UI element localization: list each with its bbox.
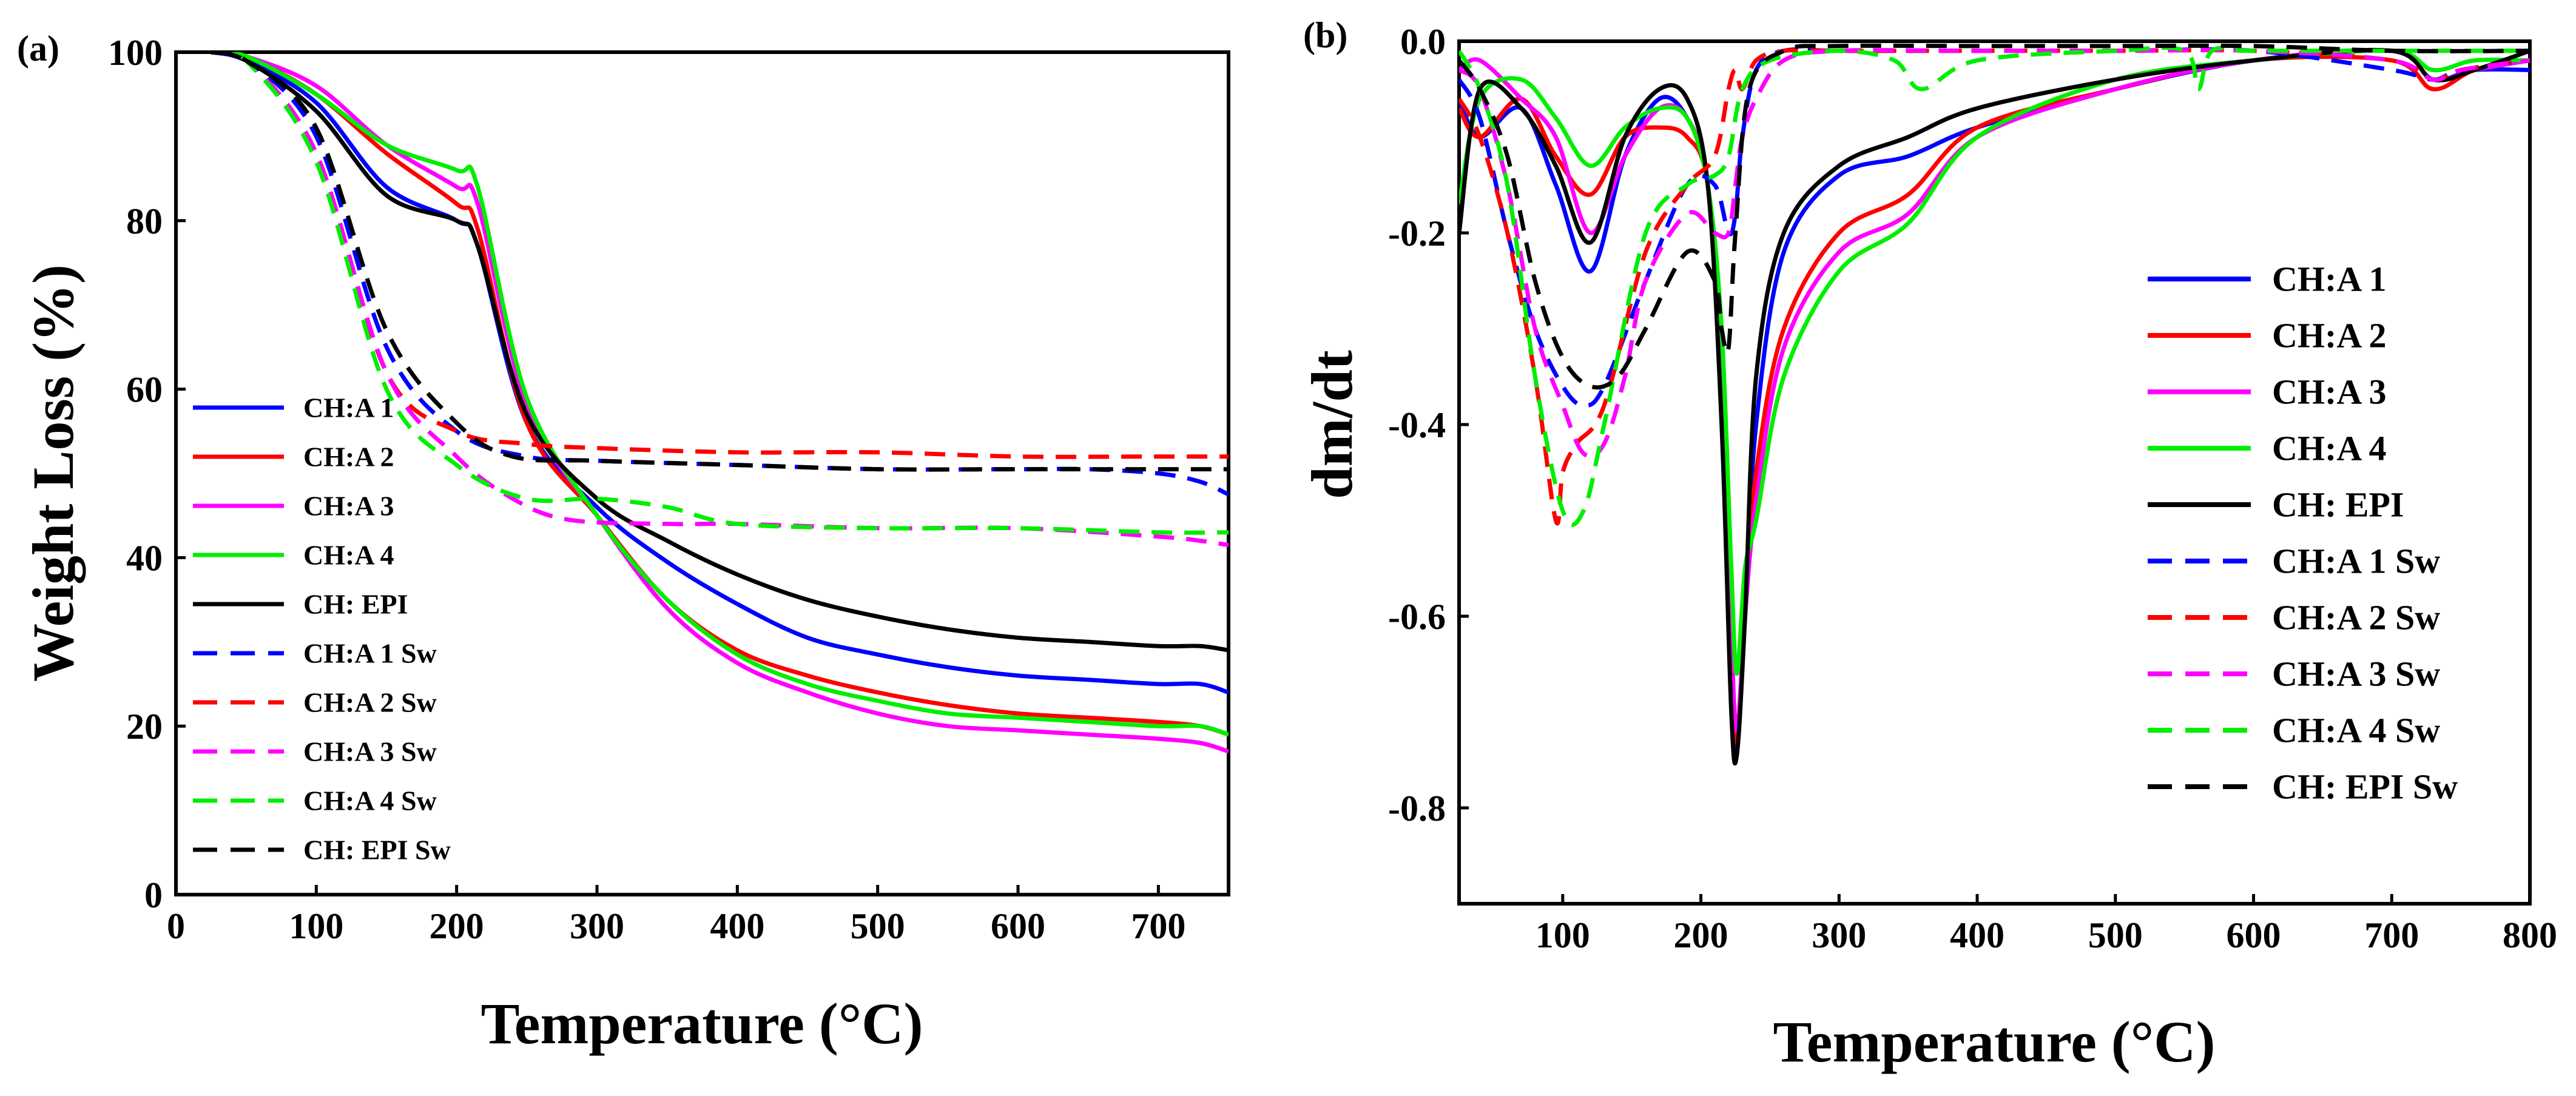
- panel-a-x-tick-label: 500: [851, 906, 905, 946]
- panel-b-legend-label-ch-epi-sw: CH: EPI Sw: [2272, 767, 2458, 807]
- panel-b-legend-label-ch-a-1-sw: CH:A 1 Sw: [2272, 542, 2440, 581]
- panel-b-legend-label-ch-epi: CH: EPI: [2272, 485, 2404, 525]
- panel-a-series-ch-a-1: [210, 52, 1229, 694]
- panel-a-legend-label-ch-a-4: CH:A 4: [303, 540, 394, 571]
- panel-a-legend-label-ch-a-1-sw: CH:A 1 Sw: [303, 638, 437, 669]
- panel-b-plot-frame: [1457, 39, 2532, 906]
- panel-b-legend-label-ch-a-4-sw: CH:A 4 Sw: [2272, 711, 2440, 750]
- panel-a-legend-label-ch-a-3: CH:A 3: [303, 491, 394, 522]
- panel-a-plot-frame: [174, 50, 1230, 896]
- panel-a-y-tick-label: 0: [144, 875, 163, 915]
- panel-a-x-tick-label: 300: [570, 906, 624, 946]
- panel-b-y-tick-label: 0.0: [1400, 22, 1446, 62]
- panel-a-y-tick-label: 20: [126, 707, 163, 747]
- panel-b-series-ch-epi: [1459, 48, 2530, 766]
- panel-a-series-area: [210, 52, 1229, 754]
- panel-a-x-tick-label: 400: [710, 906, 764, 946]
- panel-b-y-tick-label: -0.6: [1388, 597, 1446, 637]
- panel-b-y-tick-label: -0.4: [1388, 405, 1446, 445]
- panel-b-x-tick-label: 100: [1536, 915, 1590, 955]
- panel-a-legend-label-ch-a-3-sw: CH:A 3 Sw: [303, 736, 437, 767]
- panel-a-y-tick-label: 80: [126, 201, 163, 241]
- panel-b-legend: CH:A 1 CH:A 2 CH:A 3 CH:A 4 CH: EPI CH:A 1 Sw…: [2148, 260, 2458, 807]
- panel-a-label: (a): [17, 29, 59, 69]
- panel-b-x-tick-label: 700: [2364, 915, 2419, 955]
- panel-b-derivative: (b) 100 200 300 400 500 600 700 800 0.0 -0.2 -0.4 -…: [1300, 15, 2557, 1074]
- panel-a-series-ch-a-4: [211, 52, 1229, 737]
- panel-b-label: (b): [1303, 15, 1347, 55]
- panel-a-y-axis-title: Weight Loss (%): [21, 264, 86, 682]
- panel-b-legend-label-ch-a-4: CH:A 4: [2272, 429, 2387, 468]
- panel-a-series: [210, 52, 1229, 754]
- panel-b-series-ch-a-4-sw: [1459, 45, 2530, 527]
- panel-a-legend-label-ch-a-4-sw: CH:A 4 Sw: [303, 785, 437, 816]
- panel-a-y-tick-label: 60: [126, 370, 163, 410]
- panel-a-series-ch-epi-sw: [210, 52, 1229, 472]
- panel-b-y-axis-title: dm/dt: [1300, 350, 1364, 499]
- panel-a-x-tick-label: 0: [167, 906, 185, 946]
- panel-a-y-tick-label: 100: [108, 33, 163, 73]
- panel-a-x-tick-label: 700: [1131, 906, 1185, 946]
- panel-b-series-area: [1459, 43, 2530, 766]
- panel-a-x-axis-title: Temperature (°C): [481, 991, 923, 1056]
- panel-a-legend-label-ch-epi: CH: EPI: [303, 589, 408, 620]
- panel-a-legend-label-ch-epi-sw: CH: EPI Sw: [303, 835, 451, 866]
- panel-b-series: [1459, 43, 2530, 766]
- panel-a-series-ch-a-2-sw: [210, 52, 1229, 459]
- panel-a-legend-label-ch-a-2: CH:A 2: [303, 442, 394, 472]
- panel-a-series-ch-a-4-sw: [211, 52, 1229, 535]
- panel-b-axes: 100 200 300 400 500 600 700 800 0.0 -0.2 -0.4 -0.6 -…: [1388, 22, 2557, 955]
- panel-b-x-tick-label: 400: [1950, 915, 2004, 955]
- panel-b-series-ch-epi-sw: [1459, 43, 2530, 390]
- panel-a-axes: 0 100 200 300 400 500 600 700 0 20 40 60 80 100: [108, 33, 1185, 946]
- panel-a-legend: CH:A 1 CH:A 2 CH:A 3 CH:A 4 CH: EPI CH:A 1 Sw…: [193, 392, 451, 866]
- panel-b-legend-label-ch-a-2-sw: CH:A 2 Sw: [2272, 598, 2440, 637]
- panel-b-x-tick-label: 300: [1812, 915, 1866, 955]
- panel-b-legend-label-ch-a-2: CH:A 2: [2272, 316, 2387, 355]
- panel-a-x-tick-label: 600: [991, 906, 1045, 946]
- panel-b-legend-label-ch-a-1: CH:A 1: [2272, 260, 2387, 299]
- panel-a-weight-loss: (a) 0 100 200 300 400 500 600 700 0 20 40 60 80 100 C…: [17, 29, 1230, 1056]
- panel-b-x-tick-label: 800: [2503, 915, 2557, 955]
- panel-a-series-ch-epi: [210, 52, 1229, 653]
- panel-a-legend-label-ch-a-1: CH:A 1: [303, 392, 394, 423]
- panel-b-x-tick-label: 600: [2227, 915, 2281, 955]
- panel-b-x-tick-label: 200: [1674, 915, 1728, 955]
- panel-b-y-tick-label: -0.2: [1388, 213, 1446, 254]
- panel-b-legend-label-ch-a-3-sw: CH:A 3 Sw: [2272, 654, 2440, 694]
- panel-a-legend-label-ch-a-2-sw: CH:A 2 Sw: [303, 687, 437, 718]
- panel-b-series-ch-a-3-sw: [1459, 48, 2530, 459]
- panel-b-y-tick-label: -0.8: [1388, 788, 1446, 829]
- panel-b-legend-label-ch-a-3: CH:A 3: [2272, 372, 2387, 412]
- panel-a-x-tick-label: 200: [430, 906, 484, 946]
- panel-b-x-tick-label: 500: [2088, 915, 2143, 955]
- panel-a-y-tick-label: 40: [126, 538, 163, 578]
- panel-a-x-tick-label: 100: [289, 906, 343, 946]
- panel-b-x-axis-title: Temperature (°C): [1773, 1009, 2216, 1074]
